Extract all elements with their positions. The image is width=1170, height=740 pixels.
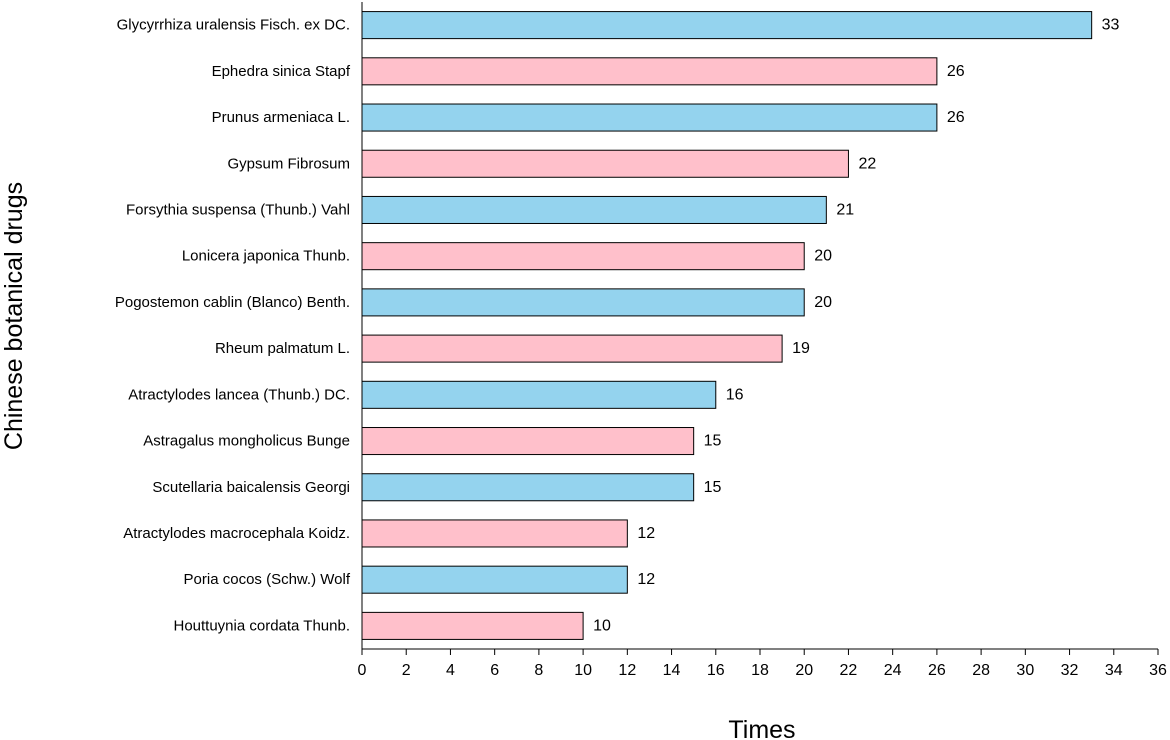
x-tick-label: 12 bbox=[618, 662, 636, 679]
x-tick-label: 16 bbox=[707, 662, 725, 679]
data-label: 21 bbox=[836, 201, 854, 218]
x-tick-label: 4 bbox=[446, 662, 455, 679]
value-labels-group: 33 26 26 22 21 20 20 19 16 15 15 12 12 10 bbox=[593, 17, 1119, 635]
bar bbox=[361, 611, 584, 640]
bar bbox=[361, 380, 717, 409]
data-label: 26 bbox=[947, 63, 965, 80]
x-ticks-group: 0 2 4 6 8 10 12 14 16 18 20 22 24 26 28 30 32 34 36 bbox=[358, 649, 1167, 679]
x-tick-label: 26 bbox=[928, 662, 946, 679]
category-label: Glycyrrhiza uralensis Fisch. ex DC. bbox=[117, 17, 350, 34]
data-label: 10 bbox=[593, 617, 611, 634]
x-axis-title: Times bbox=[728, 716, 795, 740]
x-tick-label: 14 bbox=[663, 662, 681, 679]
category-label: Houttuynia cordata Thunb. bbox=[173, 617, 350, 634]
x-tick-label: 22 bbox=[840, 662, 858, 679]
category-label: Astragalus mongholicus Bunge bbox=[143, 433, 350, 450]
bar bbox=[361, 473, 695, 502]
data-label: 12 bbox=[637, 525, 655, 542]
data-label: 19 bbox=[792, 340, 810, 357]
data-label: 15 bbox=[704, 479, 722, 496]
bar bbox=[361, 149, 849, 178]
category-label: Atractylodes macrocephala Koidz. bbox=[123, 525, 350, 542]
category-label: Forsythia suspensa (Thunb.) Vahl bbox=[126, 201, 350, 218]
bar bbox=[361, 334, 783, 363]
x-tick-label: 8 bbox=[534, 662, 543, 679]
category-label: Lonicera japonica Thunb. bbox=[182, 248, 350, 265]
category-label: Scutellaria baicalensis Georgi bbox=[152, 479, 350, 496]
category-labels-group: Glycyrrhiza uralensis Fisch. ex DC. Ephed… bbox=[115, 17, 351, 635]
data-label: 20 bbox=[814, 248, 832, 265]
bar bbox=[361, 11, 1093, 40]
x-tick-label: 20 bbox=[795, 662, 813, 679]
bar bbox=[361, 519, 628, 548]
data-label: 20 bbox=[814, 294, 832, 311]
bars-group bbox=[361, 11, 1093, 640]
category-label: Pogostemon cablin (Blanco) Benth. bbox=[115, 294, 350, 311]
data-label: 15 bbox=[704, 433, 722, 450]
x-tick-label: 30 bbox=[1016, 662, 1034, 679]
x-tick-label: 34 bbox=[1105, 662, 1123, 679]
x-tick-label: 36 bbox=[1149, 662, 1167, 679]
bar bbox=[361, 195, 827, 224]
bar bbox=[361, 57, 938, 86]
bar bbox=[361, 288, 805, 317]
y-axis-title: Chinese botanical drugs bbox=[0, 182, 28, 450]
x-tick-label: 28 bbox=[972, 662, 990, 679]
bar bbox=[361, 242, 805, 271]
x-tick-label: 32 bbox=[1061, 662, 1079, 679]
x-tick-label: 0 bbox=[358, 662, 367, 679]
category-label: Prunus armeniaca L. bbox=[212, 109, 350, 126]
category-label: Rheum palmatum L. bbox=[215, 340, 350, 357]
data-label: 16 bbox=[726, 386, 744, 403]
category-label: Gypsum Fibrosum bbox=[227, 155, 350, 172]
bar bbox=[361, 427, 695, 456]
category-label: Poria cocos (Schw.) Wolf bbox=[184, 571, 351, 588]
x-tick-label: 2 bbox=[402, 662, 411, 679]
x-tick-label: 10 bbox=[574, 662, 592, 679]
bar bbox=[361, 103, 938, 132]
data-label: 12 bbox=[637, 571, 655, 588]
category-label: Ephedra sinica Stapf bbox=[212, 63, 351, 80]
data-label: 22 bbox=[858, 155, 876, 172]
data-label: 26 bbox=[947, 109, 965, 126]
category-label: Atractylodes lancea (Thunb.) DC. bbox=[128, 386, 350, 403]
bar bbox=[361, 565, 628, 594]
x-tick-label: 24 bbox=[884, 662, 902, 679]
x-tick-label: 18 bbox=[751, 662, 769, 679]
data-label: 33 bbox=[1102, 17, 1120, 34]
x-tick-label: 6 bbox=[490, 662, 499, 679]
